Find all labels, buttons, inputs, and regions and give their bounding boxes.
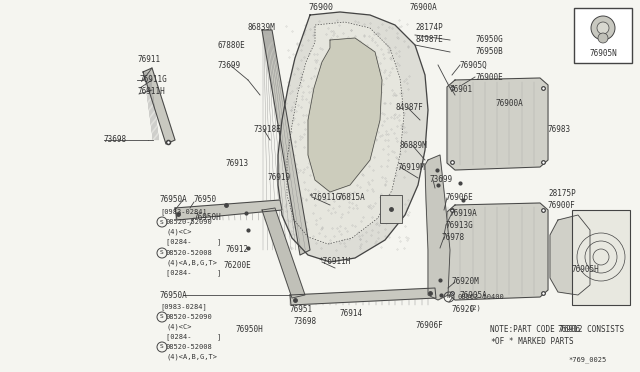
Circle shape xyxy=(591,16,615,40)
Text: 86889M: 86889M xyxy=(400,141,428,150)
Text: 76906: 76906 xyxy=(557,326,580,334)
Text: (4)<A,B,G,T>: (4)<A,B,G,T> xyxy=(166,260,217,266)
Text: 76950: 76950 xyxy=(194,196,217,205)
Text: 76905A: 76905A xyxy=(460,291,488,299)
Text: 76919A: 76919A xyxy=(450,208,477,218)
Text: 08520-52008: 08520-52008 xyxy=(166,344,212,350)
Circle shape xyxy=(597,22,609,34)
Text: 76906F: 76906F xyxy=(415,321,443,330)
Text: 76912: 76912 xyxy=(226,246,249,254)
Text: 08520-52090: 08520-52090 xyxy=(166,314,212,320)
Polygon shape xyxy=(262,30,310,255)
Bar xyxy=(380,195,402,223)
Text: 76905N: 76905N xyxy=(589,49,617,58)
Text: 73698: 73698 xyxy=(293,317,316,327)
Text: 76900: 76900 xyxy=(308,3,333,13)
Text: 08520-52008: 08520-52008 xyxy=(166,250,212,256)
Polygon shape xyxy=(175,200,282,220)
Text: [0284-      ]: [0284- ] xyxy=(166,334,221,340)
Text: 84987F: 84987F xyxy=(395,103,423,112)
Text: OF * MARKED PARTS: OF * MARKED PARTS xyxy=(495,337,573,346)
Polygon shape xyxy=(425,155,450,300)
Text: 76951: 76951 xyxy=(290,305,313,314)
Text: 76911G: 76911G xyxy=(140,76,168,84)
Text: 76978: 76978 xyxy=(442,232,465,241)
Bar xyxy=(574,8,632,63)
Text: 76913: 76913 xyxy=(225,158,248,167)
Text: 76919M: 76919M xyxy=(398,163,426,171)
Text: (4)<C>: (4)<C> xyxy=(166,324,191,330)
Text: 84987E: 84987E xyxy=(415,35,443,45)
Polygon shape xyxy=(278,12,428,262)
Polygon shape xyxy=(287,22,404,244)
Text: 08963-10400: 08963-10400 xyxy=(458,294,505,300)
Text: 76900F: 76900F xyxy=(548,201,576,209)
Text: 76911: 76911 xyxy=(137,55,160,64)
Text: 76900A: 76900A xyxy=(410,3,438,13)
Text: 86839M: 86839M xyxy=(248,23,276,32)
Text: [0284-      ]: [0284- ] xyxy=(166,238,221,246)
Text: 76901: 76901 xyxy=(450,86,473,94)
Text: 76900E: 76900E xyxy=(475,73,503,81)
Text: S: S xyxy=(160,219,164,224)
Text: S: S xyxy=(160,344,164,350)
Text: 76950A: 76950A xyxy=(160,196,188,205)
Text: (4)<A,B,G,T>: (4)<A,B,G,T> xyxy=(166,354,217,360)
Text: 76950H: 76950H xyxy=(235,326,263,334)
Polygon shape xyxy=(308,38,382,192)
Text: 76905Q: 76905Q xyxy=(460,61,488,70)
Text: *76911G: *76911G xyxy=(308,192,340,202)
Text: 28175P: 28175P xyxy=(548,189,576,198)
Text: S: S xyxy=(160,314,164,320)
Text: 76815A: 76815A xyxy=(338,192,365,202)
Polygon shape xyxy=(447,203,548,300)
Polygon shape xyxy=(290,288,436,305)
Text: 76905H: 76905H xyxy=(572,266,600,275)
Text: 28174P: 28174P xyxy=(415,23,443,32)
Text: *769_0025: *769_0025 xyxy=(568,357,606,363)
Text: 73699: 73699 xyxy=(430,176,453,185)
Text: (2): (2) xyxy=(468,305,481,311)
Text: 76900A: 76900A xyxy=(495,99,523,108)
Text: [0983-0284]: [0983-0284] xyxy=(160,304,207,310)
Text: 76914: 76914 xyxy=(340,308,363,317)
Polygon shape xyxy=(550,215,590,295)
Text: 76920: 76920 xyxy=(452,305,475,314)
Text: 76911H: 76911H xyxy=(138,87,166,96)
Text: 73918E: 73918E xyxy=(253,125,281,135)
Text: [0284-      ]: [0284- ] xyxy=(166,270,221,276)
Text: 76906E: 76906E xyxy=(445,193,473,202)
Text: 76950A: 76950A xyxy=(160,291,188,299)
Text: 76919: 76919 xyxy=(268,173,291,183)
Text: 73698: 73698 xyxy=(103,135,126,144)
Text: *76911H: *76911H xyxy=(318,257,350,266)
Text: [0983-0284]: [0983-0284] xyxy=(160,209,207,215)
Text: (4)<C>: (4)<C> xyxy=(166,229,191,235)
Text: NOTE:PART CODE 76912 CONSISTS: NOTE:PART CODE 76912 CONSISTS xyxy=(490,326,624,334)
Text: *: * xyxy=(490,337,495,346)
Text: 67880E: 67880E xyxy=(218,41,246,49)
Text: 76200E: 76200E xyxy=(224,260,252,269)
Text: 08520-52090: 08520-52090 xyxy=(166,219,212,225)
Text: 76983: 76983 xyxy=(547,125,570,135)
Circle shape xyxy=(598,33,608,43)
Text: 73699: 73699 xyxy=(218,61,241,70)
Polygon shape xyxy=(143,68,175,144)
Bar xyxy=(572,210,630,305)
Text: S: S xyxy=(160,250,164,256)
Text: W: W xyxy=(447,295,451,299)
Text: 76950G: 76950G xyxy=(475,35,503,45)
Text: 76913G: 76913G xyxy=(445,221,473,230)
Polygon shape xyxy=(447,78,548,170)
Polygon shape xyxy=(262,208,305,298)
Text: 76950H: 76950H xyxy=(194,214,221,222)
Text: 76920M: 76920M xyxy=(452,278,480,286)
Text: 76950B: 76950B xyxy=(475,48,503,57)
